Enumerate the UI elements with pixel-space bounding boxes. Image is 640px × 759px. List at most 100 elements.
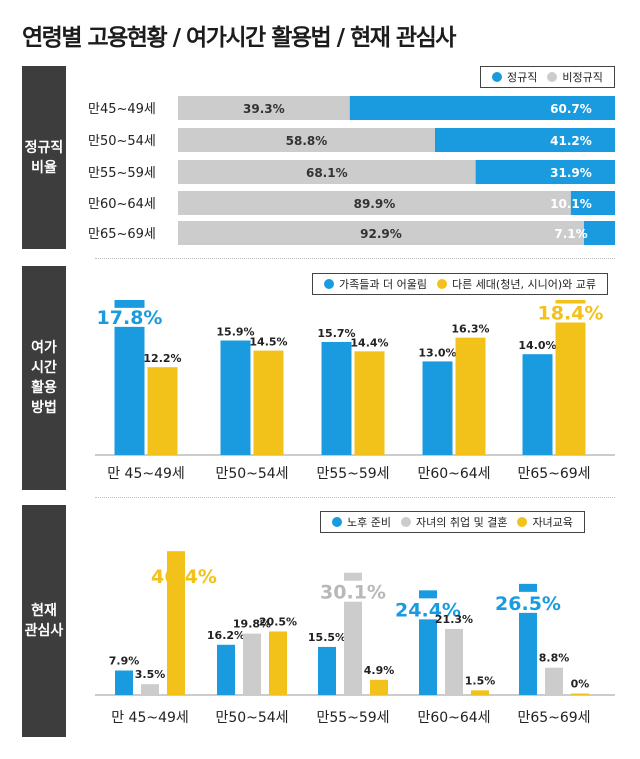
legend-dot-yellow — [517, 517, 528, 527]
category-label: 만65~69세 — [517, 710, 590, 726]
legend-item-children-edu: 자녀교육 — [517, 514, 573, 530]
legend-label: 가족들과 더 어울림 — [339, 278, 427, 291]
panel-label-text: 현재 관심사 — [24, 603, 64, 639]
bar-children-job — [243, 633, 261, 695]
data-label: 68.1% — [306, 166, 348, 180]
panel-label-text: 여가 시간 활용 방법 — [31, 340, 57, 416]
legend-item-regular: 정규직 — [492, 69, 537, 85]
highlight-cap — [344, 572, 362, 581]
bar-retirement — [318, 646, 336, 695]
bar-retirement — [217, 644, 235, 695]
legend-item-retirement: 노후 준비 — [332, 514, 391, 530]
category-label: 만55~59세 — [88, 166, 156, 181]
legend-dot-yellow — [436, 279, 447, 289]
bar-generation — [354, 351, 385, 455]
bar-retirement — [519, 612, 537, 695]
bar-children-job — [141, 684, 159, 695]
bar-regular — [434, 128, 615, 152]
bar-family — [114, 326, 145, 455]
bar-family — [321, 341, 352, 455]
legend-label: 정규직 — [507, 71, 538, 84]
data-label: 31.9% — [550, 166, 592, 180]
bar-children-edu — [269, 631, 287, 695]
category-label: 만50~54세 — [88, 134, 156, 149]
data-label: 89.9% — [354, 197, 396, 211]
legend-dot-blue — [332, 517, 342, 527]
bar-nonregular — [178, 96, 350, 120]
data-label: 14.5% — [249, 336, 287, 349]
bar-children-edu — [571, 693, 589, 695]
legend-dot-blue — [492, 72, 502, 82]
data-label: 92.9% — [360, 227, 402, 241]
legend-label: 다른 세대(청년, 시니어)와 교류 — [451, 278, 596, 291]
legend-item-generation: 다른 세대(청년, 시니어)와 교류 — [436, 276, 596, 292]
data-label: 8.8% — [539, 652, 570, 665]
bar-children-edu — [370, 679, 388, 695]
category-label: 만50~54세 — [215, 710, 288, 726]
bar-children-job — [344, 601, 362, 695]
data-label: 13.0% — [418, 346, 456, 359]
category-label: 만45~49세 — [88, 102, 156, 117]
data-label: 10.1% — [550, 197, 592, 211]
category-label: 만65~69세 — [517, 466, 590, 482]
legend-dot-gray — [547, 72, 558, 82]
highlight-cap — [419, 590, 437, 599]
divider — [95, 497, 615, 498]
data-label: 16.2% — [207, 629, 245, 642]
bar-generation — [253, 350, 284, 455]
panel-label-leisure: 여가 시간 활용 방법 — [22, 266, 66, 490]
bar-family — [422, 361, 453, 455]
bar-regular — [349, 96, 615, 120]
bar-children-edu — [471, 690, 489, 695]
leisure-chart: 17.8% 12.2% 만 45~49세 15.9%14.5% 만50~54세 15.7%… — [95, 300, 615, 482]
legend-dot-gray — [400, 517, 411, 527]
bar-children-job — [445, 628, 463, 695]
bar-nonregular — [178, 191, 571, 215]
data-label: 1.5% — [465, 674, 496, 687]
legend-employment: 정규직 비정규직 — [480, 66, 615, 88]
data-label: 14.4% — [350, 336, 388, 349]
data-label: 7.1% — [554, 227, 587, 241]
data-label: 26.5% — [495, 593, 561, 615]
data-label: 24.4% — [395, 599, 461, 621]
data-label: 58.8% — [286, 134, 328, 148]
legend-label: 비정규직 — [562, 71, 603, 84]
legend-leisure: 가족들과 더 어울림 다른 세대(청년, 시니어)와 교류 — [312, 273, 608, 295]
data-label: 39.3% — [243, 102, 285, 116]
bar-regular — [570, 191, 615, 215]
data-label: 3.5% — [135, 668, 166, 681]
category-label: 만 45~49세 — [111, 710, 189, 726]
data-label: 18.4% — [538, 303, 604, 325]
legend-item-family: 가족들과 더 어울림 — [324, 276, 427, 292]
category-label: 만65~69세 — [88, 227, 156, 242]
bar-regular — [583, 221, 615, 245]
category-label: 만55~59세 — [316, 466, 389, 482]
legend-interest: 노후 준비 자녀의 취업 및 결혼 자녀교육 — [320, 511, 585, 533]
bar-children-edu — [167, 551, 185, 695]
bar-family — [522, 354, 553, 455]
category-label: 만60~64세 — [88, 197, 156, 212]
bar-retirement — [115, 670, 133, 695]
data-label: 17.8% — [97, 307, 163, 329]
category-label: 만60~64세 — [417, 710, 490, 726]
data-label: 19.8% — [233, 618, 271, 631]
bar-generation — [555, 322, 586, 455]
interest-chart: 7.9%3.5% 46.4% 만 45~49세 16.2%19.8%20.5% 만50~… — [95, 551, 615, 726]
highlight-cap — [519, 583, 537, 592]
data-label: 14.0% — [518, 339, 556, 352]
legend-label: 자녀교육 — [532, 516, 573, 529]
panel-label-interest: 현재 관심사 — [22, 505, 66, 737]
employment-chart: 만45~49세 39.3% 60.7% 만50~54세 58.8% 41.2% 만55~59… — [88, 96, 615, 245]
page-title: 연령별 고용현황 / 여가시간 활용법 / 현재 관심사 — [22, 25, 456, 51]
panel-label-employment: 정규직 비율 — [22, 66, 66, 249]
bar-generation — [455, 337, 486, 455]
data-label: 30.1% — [320, 582, 386, 604]
data-label: 15.9% — [216, 326, 254, 339]
bar-family — [220, 340, 251, 455]
bar-regular — [475, 160, 615, 184]
data-label: 16.3% — [451, 323, 489, 336]
divider — [95, 258, 615, 259]
legend-item-nonregular: 비정규직 — [547, 69, 603, 85]
data-label: 20.5% — [259, 615, 297, 628]
bar-retirement — [419, 619, 437, 695]
